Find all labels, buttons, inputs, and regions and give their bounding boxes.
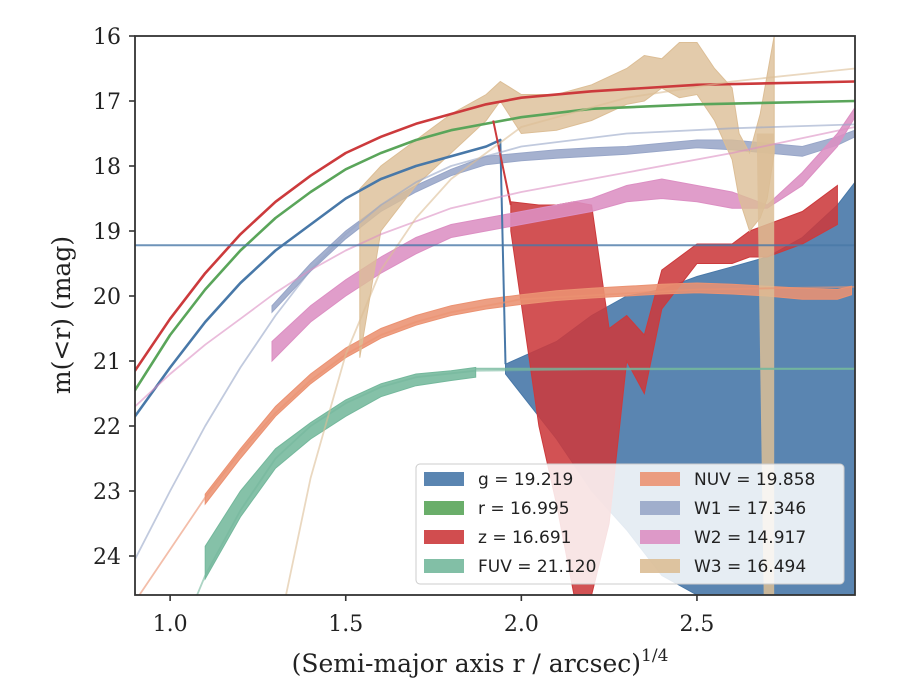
- y-tick-label: 20: [93, 285, 121, 310]
- legend-swatch: [640, 559, 680, 573]
- legend-label: W3 = 16.494: [694, 557, 806, 577]
- legend-swatch: [424, 530, 464, 544]
- plot-frame: [134, 35, 856, 596]
- y-tick-label: 23: [93, 480, 121, 505]
- legend-label: NUV = 19.858: [694, 470, 815, 490]
- legend-swatch: [640, 501, 680, 515]
- x-tick-label: 1.5: [328, 612, 363, 637]
- series-z-drop-line: [492, 120, 512, 206]
- legend-label: z = 16.691: [478, 528, 571, 548]
- series-w1-model-line: [135, 123, 855, 561]
- legend-swatch: [424, 501, 464, 515]
- series-g-drop-line: [499, 139, 507, 365]
- x-axis-label: (Semi-major axis r / arcsec)1/4: [292, 646, 669, 678]
- series-w2-model-line: [135, 126, 855, 408]
- legend-swatch: [640, 472, 680, 486]
- x-tick-label: 2.0: [504, 612, 539, 637]
- legend-label: r = 16.995: [478, 499, 570, 519]
- y-tick-label: 16: [93, 25, 121, 50]
- y-tick-label: 22: [93, 415, 121, 440]
- y-axis-label: m(<r) (mag): [47, 236, 76, 394]
- series-w3-model-line: [285, 67, 855, 595]
- y-tick-label: 17: [93, 90, 121, 115]
- series-fuv-band: [204, 366, 477, 581]
- series-z-model-line: [135, 80, 855, 373]
- y-tick-label: 21: [93, 350, 121, 375]
- x-tick-label: 1.0: [153, 612, 188, 637]
- y-tick-label: 19: [93, 220, 121, 245]
- y-tick-label: 24: [93, 545, 121, 570]
- y-tick-label: 18: [93, 155, 121, 180]
- legend-label: W2 = 14.917: [694, 528, 806, 548]
- series-lines: [135, 67, 855, 595]
- axis-ticks: 1.0 1.5 2.0 2.5 16 17 18 19 20 21 22 23 24: [93, 25, 714, 637]
- series-nuv-band: [204, 282, 852, 506]
- legend-swatch: [640, 530, 680, 544]
- legend-box: [415, 463, 845, 585]
- legend-label: FUV = 21.120: [478, 557, 596, 577]
- legend-swatch: [424, 559, 464, 573]
- x-tick-label: 2.5: [679, 612, 714, 637]
- series-w2-band: [271, 106, 855, 363]
- legend: g = 19.219 r = 16.995 z = 16.691 FUV = 21.1…: [415, 463, 845, 585]
- legend-swatch: [424, 472, 464, 486]
- series-g-model-line: [135, 138, 502, 418]
- legend-label: W1 = 17.346: [694, 499, 806, 519]
- legend-label: g = 19.219: [478, 470, 573, 490]
